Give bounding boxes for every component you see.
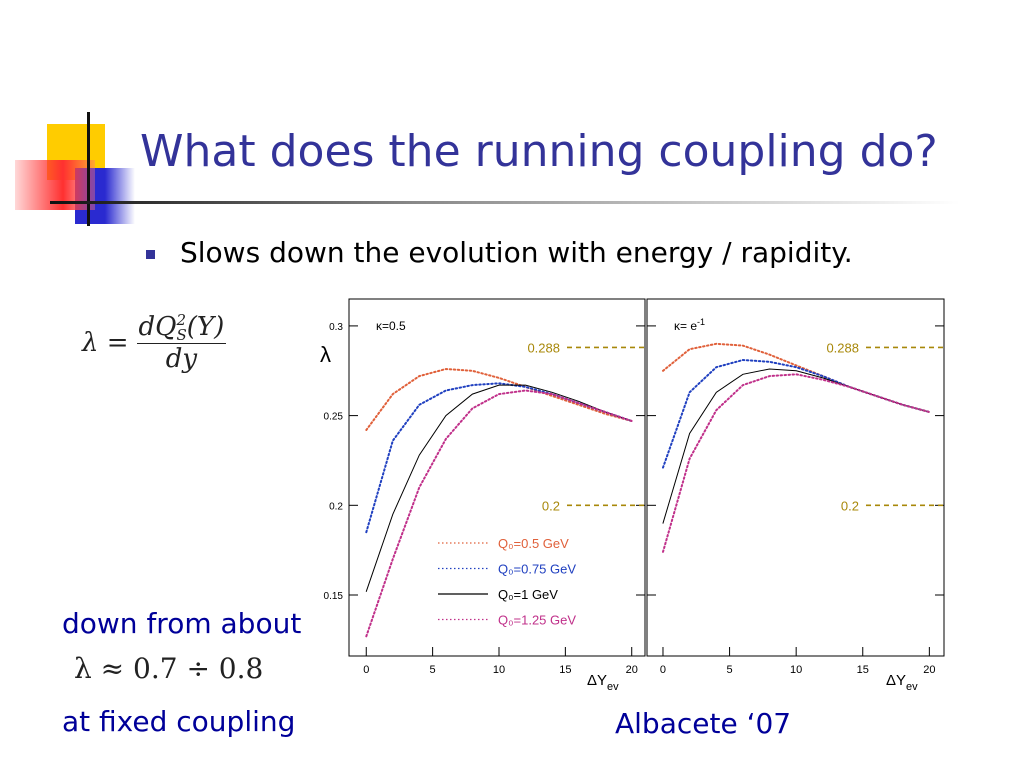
reference-label: 0.2 — [841, 498, 859, 513]
legend-label: Q₀=0.5 GeV — [498, 536, 569, 551]
side-text: at fixed coupling — [62, 705, 296, 738]
panel-title-main: κ= e — [674, 319, 697, 333]
slide-title: What does the running coupling do? — [140, 126, 938, 177]
y-tick-label: 0.3 — [329, 322, 343, 333]
x-axis-label-sub: ev — [607, 681, 619, 693]
y-tick-label: 0.15 — [324, 591, 344, 602]
x-tick-label: 5 — [727, 664, 733, 676]
series-line — [662, 342, 931, 413]
x-axis-label-main: ΔY — [587, 672, 607, 689]
side-formula: λ ≈ 0.7 ÷ 0.8 — [74, 652, 264, 685]
reference-label: 0.2 — [542, 498, 560, 513]
side-text: down from about — [62, 607, 302, 640]
panel-title-main: κ=0.5 — [376, 319, 406, 333]
legend-label: Q₀=1 GeV — [498, 587, 558, 602]
plot-frame — [348, 298, 646, 657]
series-line — [365, 384, 633, 592]
series-line — [662, 373, 931, 553]
panel-title: κ= e-1 — [674, 317, 705, 333]
series-line — [662, 368, 930, 524]
formula-arg: (Y) — [186, 312, 225, 342]
formula-sup: 2 — [176, 311, 187, 329]
plot-frame — [646, 298, 945, 657]
y-axis-label: λ — [320, 342, 331, 367]
x-tick-label: 10 — [493, 664, 505, 676]
x-tick-label: 0 — [660, 664, 666, 676]
y-tick-label: 0.2 — [329, 501, 343, 512]
formula-sub: S — [176, 326, 187, 344]
x-tick-label: 20 — [923, 664, 935, 676]
reference-label: 0.288 — [826, 340, 859, 355]
x-axis-label: ΔYev — [886, 672, 918, 693]
y-tick-label: 0.25 — [324, 412, 344, 423]
legend-label: Q₀=1.25 GeV — [498, 613, 576, 628]
reference-label: 0.288 — [527, 340, 560, 355]
x-tick-label: 5 — [430, 664, 436, 676]
fraction: dQ 2 S (Y) dy — [136, 311, 227, 374]
formula-den: dy — [165, 344, 198, 374]
bullet-marker — [146, 250, 155, 259]
x-tick-label: 15 — [857, 664, 869, 676]
formula-lhs: λ = — [82, 328, 129, 358]
numerator: dQ 2 S (Y) — [136, 311, 227, 344]
series-line — [365, 389, 633, 638]
x-tick-label: 20 — [626, 664, 638, 676]
x-axis-label-main: ΔY — [886, 672, 906, 689]
legend-label: Q₀=0.75 GeV — [498, 562, 576, 577]
panel-title-sup: -1 — [697, 317, 705, 327]
citation: Albacete ‘07 — [615, 707, 792, 740]
bullet-text: Slows down the evolution with energy / r… — [180, 236, 853, 269]
x-tick-label: 15 — [559, 664, 571, 676]
formula-num: dQ — [138, 312, 177, 342]
x-axis-label: ΔYev — [587, 672, 619, 693]
x-tick-label: 0 — [363, 664, 369, 676]
formula: λ = dQ 2 S (Y) dy — [82, 311, 227, 374]
series-line — [365, 382, 633, 534]
panel-title: κ=0.5 — [376, 319, 406, 333]
series-line — [365, 367, 633, 431]
x-tick-label: 10 — [790, 664, 802, 676]
x-axis-label-sub: ev — [906, 681, 918, 693]
